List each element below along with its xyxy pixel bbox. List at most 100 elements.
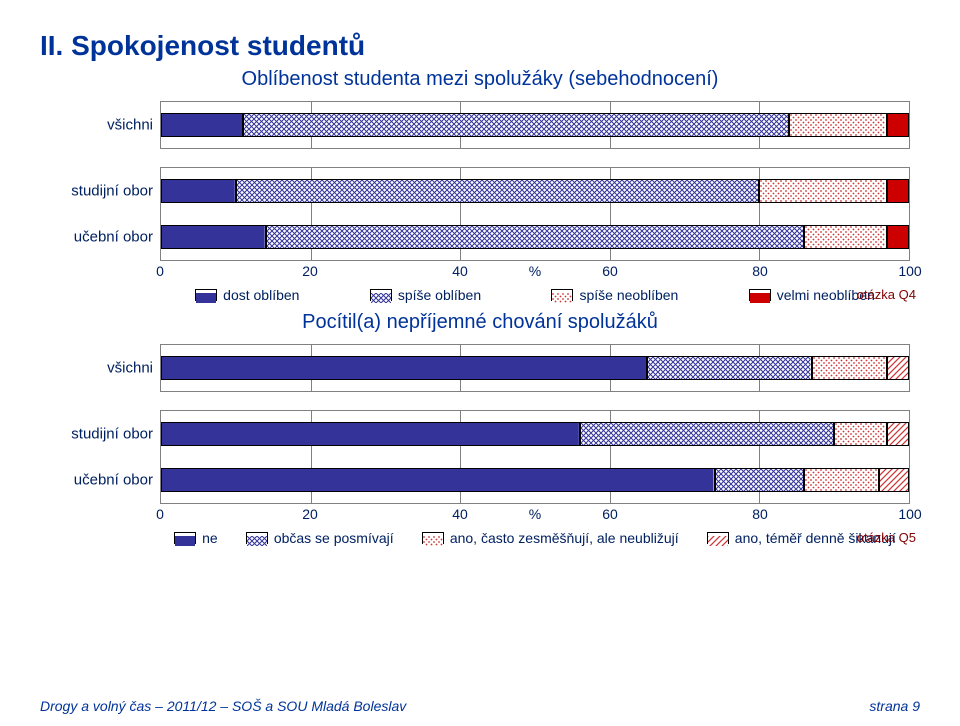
category-label: studijní obor (33, 183, 159, 200)
bar-row (161, 179, 909, 203)
legend-item: ne (174, 530, 218, 546)
bar-segment (580, 422, 834, 446)
legend-swatch (246, 532, 268, 544)
x-axis-label: % (529, 506, 541, 522)
bar-segment (804, 468, 879, 492)
legend-item: dost oblíben (195, 287, 299, 303)
x-tick: 100 (898, 506, 921, 522)
plot-area: studijní oboručební obor (160, 410, 910, 504)
group-gap (40, 392, 920, 410)
x-tick: 20 (302, 506, 318, 522)
legend-label: spíše oblíben (398, 287, 481, 303)
legend-swatch (422, 532, 444, 544)
x-tick: 40 (452, 263, 468, 279)
legend-swatch (551, 289, 573, 301)
plot-area: studijní oboručební obor (160, 167, 910, 261)
bar-segment (887, 179, 909, 203)
charts-host: Oblíbenost studenta mezi spolužáky (sebe… (40, 68, 920, 546)
legend-label: ano, často zesměšňují, ale neubližují (450, 530, 679, 546)
bar-segment (887, 225, 909, 249)
chart-title: Oblíbenost studenta mezi spolužáky (sebe… (40, 68, 920, 91)
x-tick: 0 (156, 263, 164, 279)
bar-row (161, 468, 909, 492)
bar-segment (161, 179, 236, 203)
bar-segment (879, 468, 909, 492)
legend-swatch (749, 289, 771, 301)
page-title: II. Spokojenost studentů (40, 30, 920, 62)
legend-swatch (195, 289, 217, 301)
x-tick: 20 (302, 263, 318, 279)
x-axis-label: % (529, 263, 541, 279)
footer-right: strana 9 (869, 698, 920, 714)
x-tick: 40 (452, 506, 468, 522)
bar-segment (759, 179, 886, 203)
chart-row: studijní obor (161, 411, 909, 457)
bar-segment (243, 113, 789, 137)
chart-row: všichni (161, 345, 909, 391)
bar-segment (161, 356, 647, 380)
legend-label: dost oblíben (223, 287, 299, 303)
legend-item: ano, často zesměšňují, ale neubližují (422, 530, 679, 546)
plot-area: všichni (160, 101, 910, 149)
bar-segment (789, 113, 886, 137)
bar-segment (887, 422, 909, 446)
x-tick: 80 (752, 506, 768, 522)
legend-label: spíše neoblíben (579, 287, 678, 303)
bar-segment (161, 422, 580, 446)
x-tick: 100 (898, 263, 921, 279)
x-tick: 0 (156, 506, 164, 522)
x-tick: 60 (602, 263, 618, 279)
category-label: učební obor (33, 472, 159, 489)
plot-area: všichni (160, 344, 910, 392)
bar-segment (812, 356, 887, 380)
bar-segment (715, 468, 805, 492)
bar-segment (266, 225, 805, 249)
bar-row (161, 422, 909, 446)
legend-item: občas se posmívají (246, 530, 394, 546)
chart-row: všichni (161, 102, 909, 148)
legend: ne občas se posmívají ano, často zesměšňuj… (160, 526, 910, 546)
bar-segment (647, 356, 812, 380)
chart-row: učební obor (161, 214, 909, 260)
question-tag: otázka Q4 (857, 287, 916, 302)
bar-segment (236, 179, 760, 203)
legend-label: ne (202, 530, 218, 546)
chart-block: Oblíbenost studenta mezi spolužáky (sebe… (40, 68, 920, 303)
x-tick: 80 (752, 263, 768, 279)
chart-gap (40, 303, 920, 309)
legend: dost oblíben spíše oblíben spíše neoblíben… (160, 283, 910, 303)
legend-item: spíše oblíben (370, 287, 481, 303)
question-tag: otázka Q5 (857, 530, 916, 545)
bar-row (161, 113, 909, 137)
bar-segment (161, 225, 266, 249)
footer: Drogy a volný čas – 2011/12 – SOŠ a SOU … (40, 698, 920, 714)
category-label: studijní obor (33, 426, 159, 443)
footer-left: Drogy a volný čas – 2011/12 – SOŠ a SOU … (40, 698, 406, 714)
legend-swatch (707, 532, 729, 544)
bar-segment (161, 113, 243, 137)
chart-title: Pocítil(a) nepříjemné chování spolužáků (40, 311, 920, 334)
category-label: všichni (33, 360, 159, 377)
bar-segment (887, 356, 909, 380)
bar-segment (804, 225, 886, 249)
legend-swatch (174, 532, 196, 544)
chart-block: Pocítil(a) nepříjemné chování spolužáků v… (40, 311, 920, 546)
x-axis: 020406080100% (160, 504, 910, 526)
page: II. Spokojenost studentů Oblíbenost stud… (0, 0, 960, 726)
bar-segment (161, 468, 715, 492)
legend-item: spíše neoblíben (551, 287, 678, 303)
chart-row: studijní obor (161, 168, 909, 214)
legend-label: občas se posmívají (274, 530, 394, 546)
chart-row: učební obor (161, 457, 909, 503)
legend-swatch (370, 289, 392, 301)
category-label: učební obor (33, 229, 159, 246)
bar-row (161, 225, 909, 249)
group-gap (40, 149, 920, 167)
bar-segment (834, 422, 886, 446)
legend-wrap: dost oblíben spíše oblíben spíše neoblíben… (40, 283, 920, 303)
x-tick: 60 (602, 506, 618, 522)
category-label: všichni (33, 117, 159, 134)
x-axis: 020406080100% (160, 261, 910, 283)
bar-row (161, 356, 909, 380)
legend-wrap: ne občas se posmívají ano, často zesměšňuj… (40, 526, 920, 546)
